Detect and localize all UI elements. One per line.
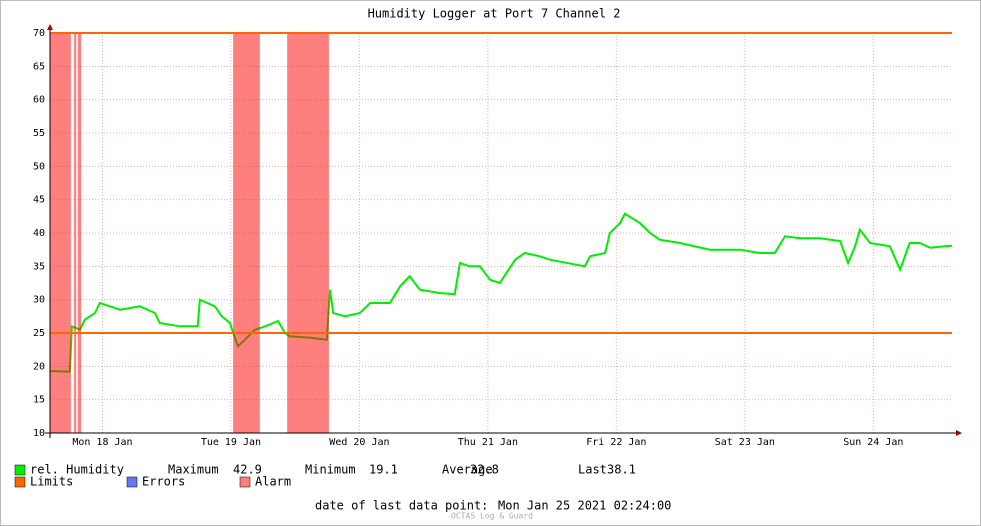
- alarm-band: [74, 33, 77, 433]
- y-tick-label: 65: [33, 61, 45, 72]
- x-tick-label: Sun 24 Jan: [843, 437, 903, 448]
- x-tick-label: Fri 22 Jan: [586, 437, 646, 448]
- y-tick-label: 55: [33, 128, 45, 139]
- legend-swatch: [14, 464, 26, 476]
- legend-label: Limits: [30, 475, 73, 489]
- alarm-band: [287, 33, 329, 433]
- legend-swatch: [14, 476, 26, 488]
- legend-swatch: [126, 476, 138, 488]
- stat-label: Maximum: [168, 463, 219, 477]
- watermark: OCTAS Log & Guard: [451, 512, 533, 521]
- y-tick-label: 15: [33, 395, 45, 406]
- alarm-band: [50, 33, 71, 433]
- footer-label: date of last data point:: [315, 499, 488, 513]
- x-tick-label: Tue 19 Jan: [201, 437, 261, 448]
- y-tick-label: 45: [33, 195, 45, 206]
- stat-value: 42.9: [233, 463, 262, 477]
- stat-value: 32.8: [470, 463, 499, 477]
- stat-value: 19.1: [369, 463, 398, 477]
- stat-value: 38.1: [607, 463, 636, 477]
- legend: rel. Humidity Maximum 42.9 Minimum 19.1 Avera…: [14, 463, 671, 521]
- y-tick-label: 60: [33, 95, 45, 106]
- alarm-band: [77, 33, 82, 433]
- alarm-band: [233, 33, 260, 433]
- y-tick-label: 40: [33, 228, 45, 239]
- x-axis-arrow: [956, 430, 962, 436]
- chart-title: Humidity Logger at Port 7 Channel 2: [368, 7, 621, 21]
- x-tick-label: Mon 18 Jan: [72, 437, 132, 448]
- x-tick-label: Thu 21 Jan: [458, 437, 518, 448]
- y-tick-label: 50: [33, 161, 45, 172]
- plot: [49, 32, 953, 433]
- stat-label: Minimum: [305, 463, 356, 477]
- stat-label: Last: [578, 463, 607, 477]
- x-tick-label: Sat 23 Jan: [715, 437, 775, 448]
- legend-label: Alarm: [255, 475, 291, 489]
- footer-value: Mon Jan 25 2021 02:24:00: [498, 499, 671, 513]
- y-tick-label: 35: [33, 261, 45, 272]
- y-tick-label: 25: [33, 328, 45, 339]
- y-tick-label: 70: [33, 28, 45, 39]
- y-tick-label: 30: [33, 295, 45, 306]
- y-tick-label: 20: [33, 361, 45, 372]
- stat-label: Average: [442, 463, 493, 477]
- x-tick-label: Wed 20 Jan: [329, 437, 389, 448]
- legend-label: rel. Humidity: [30, 463, 124, 477]
- legend-swatch: [239, 476, 251, 488]
- data-line: [49, 212, 953, 373]
- y-tick-label: 10: [33, 428, 45, 439]
- legend-label: Errors: [142, 475, 185, 489]
- axes: [45, 24, 962, 438]
- y-axis-arrow: [47, 24, 53, 30]
